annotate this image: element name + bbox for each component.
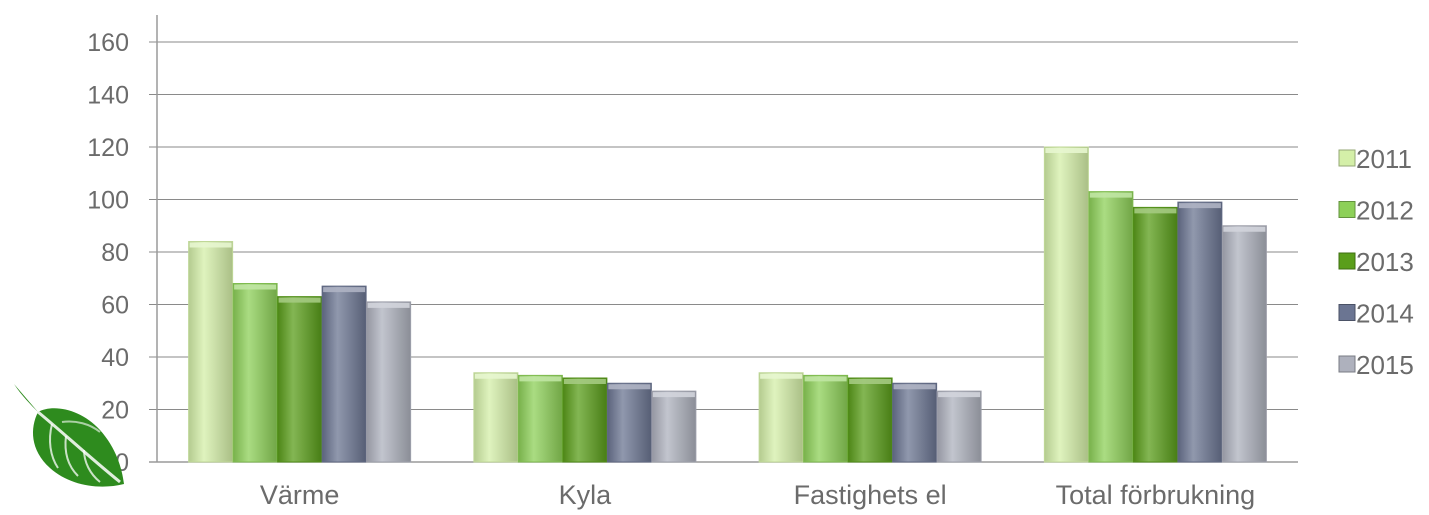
bar-2014-3 [1177, 201, 1223, 463]
bar-top-highlight [189, 242, 232, 248]
bar-top-highlight [760, 373, 803, 379]
bar-top-highlight [1134, 208, 1177, 214]
bar-top-highlight [278, 297, 321, 303]
x-category-label: Kyla [559, 480, 613, 510]
legend-label: 2013 [1356, 247, 1414, 277]
bar-top-highlight [474, 373, 517, 379]
bar-2014-0 [321, 285, 367, 463]
legend-label: 2014 [1356, 299, 1414, 329]
bar-2015-2 [936, 390, 982, 463]
bar-2015-3 [1221, 225, 1267, 463]
legend-label: 2012 [1356, 196, 1414, 226]
bar-top-highlight [519, 376, 562, 382]
bar-top-highlight [849, 379, 892, 384]
legend-swatch [1338, 201, 1356, 218]
y-tick-label: 40 [101, 344, 129, 372]
bars [188, 146, 1267, 463]
bar-2014-2 [892, 382, 938, 463]
bar-2012-3 [1088, 191, 1134, 463]
x-category-label: Total förbrukning [1056, 480, 1256, 510]
bar-top-highlight [1045, 148, 1088, 153]
bar-2015-1 [651, 390, 697, 463]
y-tick-label: 100 [87, 187, 129, 215]
bar-2013-2 [847, 377, 893, 463]
bar-top-highlight [234, 284, 277, 290]
bar-2011-1 [473, 372, 519, 463]
leaf-icon [14, 384, 124, 487]
bar-top-highlight [804, 376, 847, 382]
bar-2011-0 [188, 241, 234, 463]
legend-swatch [1338, 304, 1356, 321]
legend-swatch [1338, 149, 1356, 167]
y-tick-label: 140 [87, 82, 129, 110]
bar-top-highlight [563, 379, 606, 384]
bar-top-highlight [367, 302, 410, 308]
y-tick-label: 20 [101, 397, 129, 425]
y-tick-label: 60 [101, 292, 129, 320]
bar-top-highlight [1178, 203, 1221, 209]
bar-2012-0 [232, 283, 278, 463]
y-tick-label: 120 [87, 134, 129, 162]
bar-top-highlight [893, 384, 936, 390]
bar-top-highlight [608, 384, 651, 390]
bar-2014-1 [606, 382, 652, 463]
x-category-label: Fastighets el [794, 480, 947, 510]
legend-label: 2011 [1356, 144, 1412, 174]
bar-top-highlight [1089, 192, 1132, 198]
x-axis: Värme Kyla Fastighets el Total förbrukning [260, 480, 1255, 510]
bar-2013-3 [1132, 206, 1178, 463]
y-tick-label: 80 [101, 239, 129, 267]
legend: 2011 2012 2013 2014 2015 [1338, 144, 1414, 380]
bar-top-highlight [938, 392, 981, 398]
x-category-label: Värme [260, 480, 340, 510]
bar-top-highlight [323, 287, 366, 293]
bar-2013-0 [277, 296, 323, 463]
bar-2011-2 [758, 372, 804, 463]
bar-2013-1 [562, 377, 608, 463]
legend-swatch [1338, 355, 1356, 373]
bar-top-highlight [1223, 226, 1266, 232]
bar-2012-1 [517, 374, 563, 463]
y-tick-label: 160 [87, 29, 129, 57]
bar-2015-0 [366, 301, 412, 463]
legend-label: 2015 [1356, 350, 1414, 380]
bar-2011-3 [1043, 146, 1089, 463]
legend-swatch [1338, 252, 1356, 270]
bar-2012-2 [803, 374, 849, 463]
bar-top-highlight [652, 392, 695, 398]
